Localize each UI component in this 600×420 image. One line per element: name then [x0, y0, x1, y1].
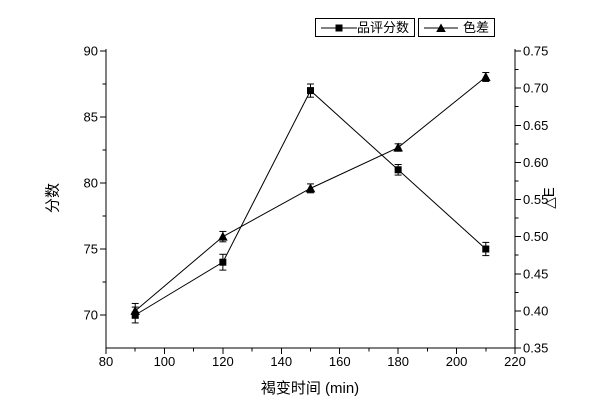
right-tick-label: 0.70: [523, 81, 548, 96]
left-tick-label: 75: [84, 242, 98, 257]
right-tick-label: 0.40: [523, 303, 548, 318]
x-tick-label: 160: [329, 354, 351, 369]
left-tick-label: 70: [84, 308, 98, 323]
triangle-marker-icon: [424, 23, 459, 32]
right-tick-label: 0.65: [523, 118, 548, 133]
right-tick-label: 0.45: [523, 266, 548, 281]
legend-item-score: 品评分数: [315, 18, 416, 37]
left-y-axis-title: 分数: [44, 182, 62, 214]
x-tick-label: 120: [212, 354, 234, 369]
right-y-axis-title: △E: [541, 187, 558, 209]
data-point-triangle: [480, 71, 491, 81]
data-point-square: [219, 258, 227, 266]
left-tick-label: 85: [84, 110, 98, 125]
x-tick-label: 80: [99, 354, 113, 369]
right-tick-label: 0.60: [523, 155, 548, 170]
legend-label-colordiff: 色差: [463, 20, 490, 35]
left-tick-label: 90: [84, 44, 98, 59]
series-triangle: [130, 71, 491, 319]
tick-labels: 70 75 80 85 90 0.35 0.40 0.45 0.50 0.55 0.60 0.65 0.…: [84, 44, 549, 370]
data-point-triangle: [305, 183, 316, 193]
right-tick-label: 0.75: [523, 44, 548, 59]
right-tick-label: 0.50: [523, 229, 548, 244]
legend-item-colordiff: 色差: [418, 18, 496, 37]
data-point-square: [482, 245, 490, 253]
data-point-triangle: [218, 231, 228, 241]
x-tick-label: 100: [154, 354, 176, 369]
right-tick-label: 0.55: [523, 192, 548, 207]
legend: 品评分数 色差: [315, 18, 496, 37]
axes: [100, 49, 521, 354]
x-tick-label: 180: [387, 354, 409, 369]
right-tick-label: 0.35: [523, 341, 548, 356]
left-tick-label: 80: [84, 176, 98, 191]
data-point-triangle: [393, 142, 403, 152]
data-point-triangle: [130, 305, 141, 315]
x-tick-label: 140: [270, 354, 292, 369]
square-marker-icon: [321, 24, 357, 31]
data-point-square: [307, 87, 314, 95]
x-tick-label: 200: [446, 354, 468, 369]
data-point-square: [394, 166, 402, 174]
x-axis-title: 褐变时间 (min): [260, 380, 360, 397]
x-tick-label: 220: [504, 354, 526, 369]
legend-label-score: 品评分数: [357, 20, 410, 35]
series-square: [131, 83, 490, 324]
